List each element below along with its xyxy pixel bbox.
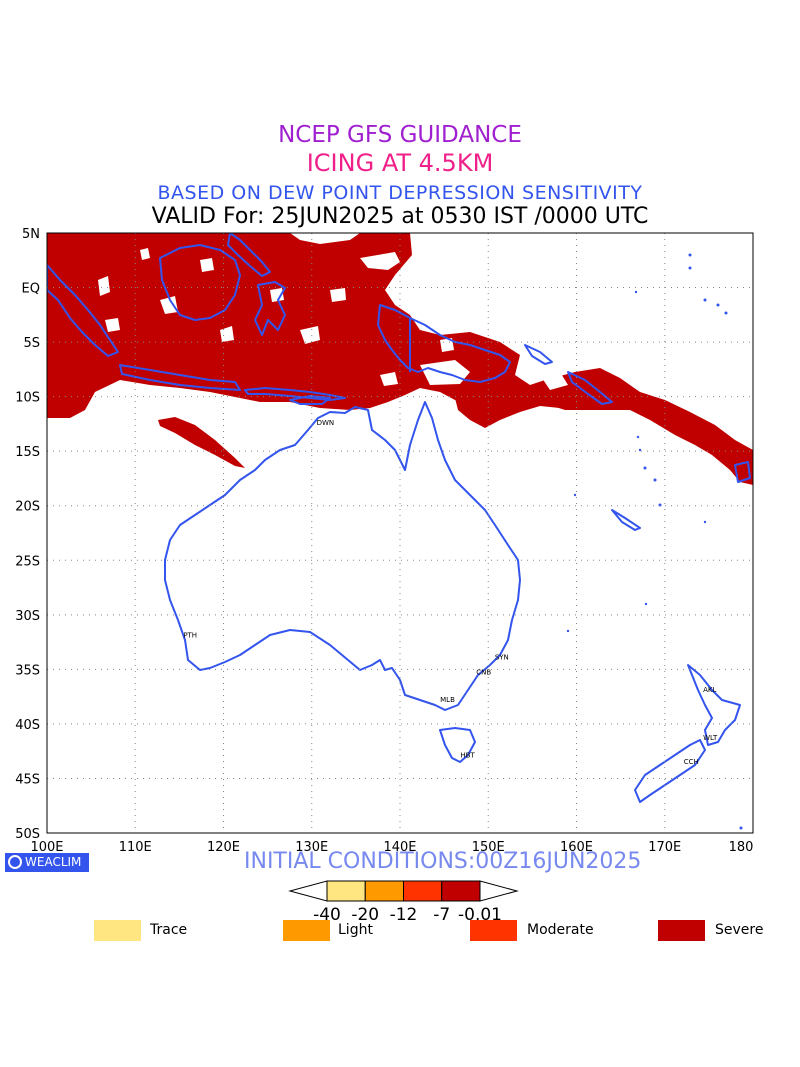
latitude-label: 40S xyxy=(15,718,40,733)
coastlines xyxy=(47,233,751,830)
latitude-label: 5N xyxy=(22,227,40,242)
legend-swatch-trace xyxy=(94,920,141,941)
circle-c-icon xyxy=(8,855,22,869)
legend-label-severe: Severe xyxy=(715,922,764,938)
initial-conditions: INITIAL CONDITIONS:00Z16JUN2025 xyxy=(244,849,642,874)
colorbar-left-arrow xyxy=(288,880,328,902)
latitude-label: 20S xyxy=(15,500,40,515)
city-label-dwn: DWN xyxy=(317,419,335,427)
borneo-coastline xyxy=(159,244,241,321)
colorbar: -40 -20 -12 -7 -0.01 xyxy=(288,880,519,925)
latitude-label: 5S xyxy=(23,336,40,351)
colorbar-tick-label: -7 xyxy=(433,905,450,925)
latitude-label: 15S xyxy=(15,445,40,460)
fiji-coastline xyxy=(734,461,751,483)
lesser-sunda-coastline xyxy=(244,387,346,401)
city-label-mlb: MLB xyxy=(440,696,455,704)
latitude-label: 50S xyxy=(15,827,40,842)
latitude-label: 45S xyxy=(15,772,40,787)
bismarck-coastline xyxy=(524,344,553,365)
city-label-akl: AKL xyxy=(703,686,716,694)
legend-swatch-light xyxy=(283,920,330,941)
colorbar-tick-label: -12 xyxy=(390,905,418,925)
city-label-wlt: WLT xyxy=(703,734,718,742)
latitude-label: 25S xyxy=(15,554,40,569)
longitude-label: 110E xyxy=(119,840,152,855)
legend-label-trace: Trace xyxy=(150,922,188,938)
city-label-pth: PTH xyxy=(183,632,197,640)
city-label-cch: CCH xyxy=(684,758,699,766)
colorbar-tick-label: -20 xyxy=(351,905,379,925)
longitude-label: 150E xyxy=(472,840,505,855)
colorbar-box xyxy=(441,880,481,902)
severe-icing-region-png-south xyxy=(455,388,575,428)
map-frame xyxy=(46,232,754,834)
title-product: ICING AT 4.5KM xyxy=(306,149,494,177)
title-valid-time: VALID For: 25JUN2025 at 0530 IST /0000 U… xyxy=(151,204,649,229)
title-method: BASED ON DEW POINT DEPRESSION SENSITIVIT… xyxy=(157,182,643,204)
latitude-labels: 5N EQ 5S 10S 15S 20S 25S 30S 35S 40S 45S 50S xyxy=(15,227,40,842)
sulawesi-coastline xyxy=(254,281,286,336)
longitude-labels: 100E 110E 120E 130E 140E 150E 160E 170E 180 xyxy=(30,840,753,855)
legend-label-moderate: Moderate xyxy=(527,922,594,938)
title-model: NCEP GFS GUIDANCE xyxy=(278,122,522,148)
longitude-label: 120E xyxy=(207,840,240,855)
colorbar-right-arrow xyxy=(479,880,519,902)
longitude-label: 160E xyxy=(560,840,593,855)
legend-label-light: Light xyxy=(338,922,373,938)
new-guinea-coastline xyxy=(377,304,511,383)
latitude-label: EQ xyxy=(22,282,40,297)
longitude-label: 100E xyxy=(30,840,63,855)
city-labels: DWN PTH SYN CNB MLB HBT AKL WLT CCH xyxy=(183,419,718,766)
longitude-label: 130E xyxy=(295,840,328,855)
logo-text: WEACLIM xyxy=(25,855,82,869)
nz-south-island-coastline xyxy=(634,739,706,803)
weaclim-logo: WEACLIM xyxy=(5,853,89,872)
new-caledonia-coastline xyxy=(611,509,641,531)
latitude-label: 35S xyxy=(15,663,40,678)
solomon-coastline xyxy=(567,371,613,405)
legend-swatch-severe xyxy=(658,920,705,941)
philippines-coastline xyxy=(227,233,271,277)
colorbar-box xyxy=(364,880,404,902)
latitude-label: 10S xyxy=(15,391,40,406)
city-label-syn: SYN xyxy=(495,653,509,661)
timor-coastline xyxy=(289,395,331,405)
city-label-cnb: CNB xyxy=(476,669,491,677)
longitude-label: 170E xyxy=(648,840,681,855)
latitude-label: 30S xyxy=(15,609,40,624)
longitude-label: 140E xyxy=(383,840,416,855)
small-islands xyxy=(566,253,743,830)
nz-north-island-coastline xyxy=(687,664,741,746)
legend-swatch-moderate xyxy=(470,920,517,941)
graticule xyxy=(47,233,753,833)
colorbar-box xyxy=(326,880,366,902)
longitude-label: 180 xyxy=(729,840,754,855)
java-coastline xyxy=(119,364,241,391)
sumatra-coastline xyxy=(47,264,119,357)
city-label-hbt: HBT xyxy=(460,752,475,760)
australia-coastline xyxy=(164,401,521,711)
colorbar-box xyxy=(403,880,443,902)
tasmania-coastline xyxy=(439,727,476,763)
